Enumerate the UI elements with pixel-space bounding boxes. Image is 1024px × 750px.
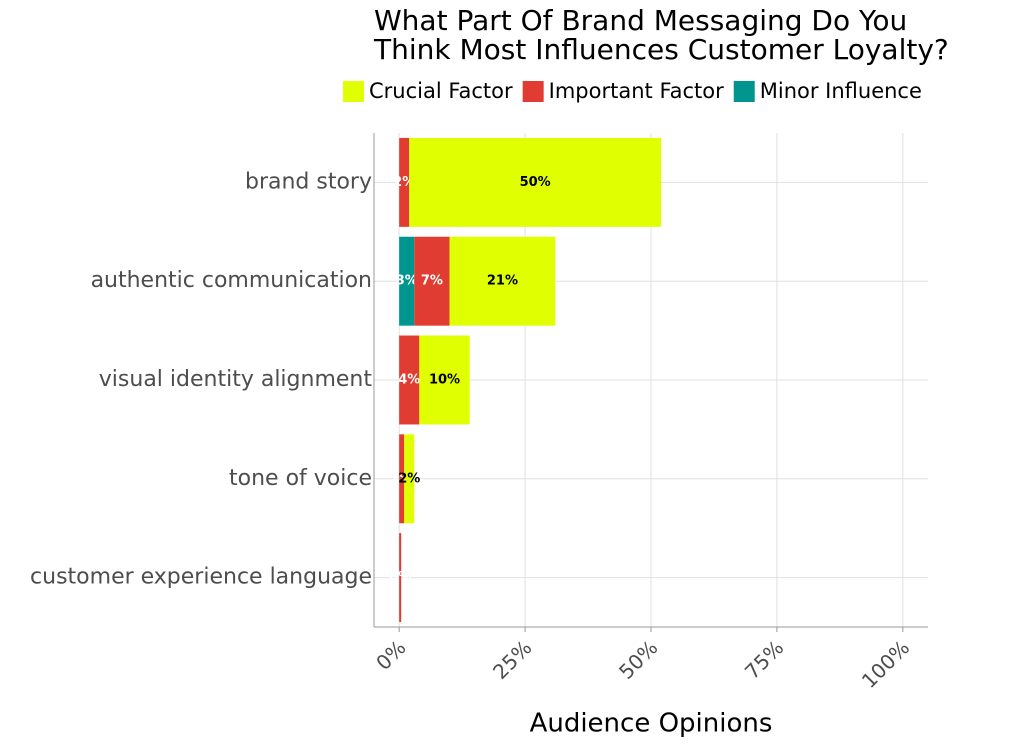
chart-title: Think Most Influences Customer Loyalty? [373, 33, 949, 66]
y-tick-label: visual identity alignment [99, 367, 373, 392]
data-label: 2% [398, 471, 420, 486]
legend-label: Minor Influence [760, 79, 922, 103]
x-tick-label: 100% [857, 635, 914, 692]
bar [399, 533, 402, 623]
bar [399, 137, 410, 227]
bar [449, 236, 556, 326]
y-tick-label: brand story [245, 169, 372, 194]
bar [399, 434, 405, 524]
legend-label: Important Factor [549, 79, 724, 103]
legend-swatch [522, 81, 544, 102]
x-tick-label: 75% [740, 635, 788, 683]
y-tick-label: customer experience language [30, 565, 372, 590]
bar [399, 236, 415, 326]
x-tick-label: 0% [371, 635, 410, 674]
chart-title: What Part Of Brand Messaging Do You [374, 4, 907, 37]
data-label: 10% [429, 373, 460, 388]
data-label: 50% [520, 175, 551, 190]
data-label: 7% [421, 274, 443, 289]
legend-swatch [733, 81, 755, 102]
y-tick-label: tone of voice [229, 466, 372, 491]
bar [419, 335, 470, 425]
bar [414, 236, 450, 326]
data-label: 0% [389, 570, 411, 585]
y-tick-label: authentic communication [91, 268, 372, 293]
x-axis-title: Audience Opinions [530, 709, 773, 739]
data-label: 3% [396, 274, 418, 289]
legend-swatch [343, 81, 364, 102]
data-label: 4% [398, 373, 420, 388]
bar [399, 335, 420, 425]
x-tick-label: 50% [614, 635, 662, 683]
legend-label: Crucial Factor [369, 79, 513, 103]
data-label: 21% [487, 274, 518, 289]
x-tick-label: 25% [488, 635, 536, 683]
bar [409, 137, 662, 227]
bar [404, 434, 415, 524]
